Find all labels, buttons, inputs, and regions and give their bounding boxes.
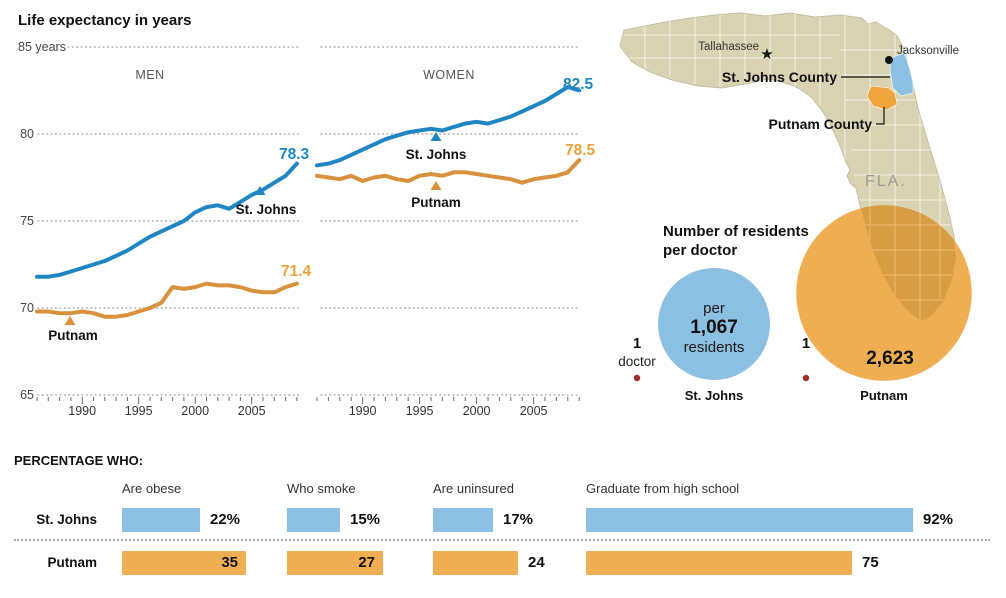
bubble-stjohns-label: St. Johns [685,388,744,403]
st-johns-county-shape [889,52,914,97]
axis-tick-label: 2000 [463,404,491,418]
men-st-johns-label: St. Johns [236,202,297,217]
putnam-marker-icon [64,316,76,325]
axis-tick-label: 1995 [125,404,153,418]
men-st-johns-end-value: 78.3 [279,146,310,163]
doctor-dot-icon [633,374,641,382]
axis-tick-label: 1990 [349,404,377,418]
florida-map: Tallahassee ★ Jacksonville St. Johns Cou… [618,12,972,403]
bar-row-label-st-johns: St. Johns [36,512,97,527]
st-johns-bubble [658,268,770,380]
bubble-putnam-label: Putnam [860,388,908,403]
axis-tick-label: 2005 [520,404,548,418]
dotted-separator [14,539,990,541]
bar-column-header: Are obese [122,481,182,496]
percentage-bars-chart: PERCENTAGE WHO: St. Johns Putnam Are obe… [0,445,1006,598]
st-johns-county-label: St. Johns County [722,69,837,85]
st-johns-residents-value: 1,067 [690,317,738,338]
bar-value-label: 75 [862,554,879,571]
putnam-county-shape [866,85,898,111]
bubble-text-residents: residents [684,339,745,356]
bubble-title-line1: Number of residents [663,223,809,240]
putnam-leader-line [876,107,885,125]
bar-putnam [287,551,383,575]
y-axis-label: 70 [20,301,34,315]
women-st-johns-end-value: 82.5 [563,76,594,93]
bar-putnam [122,551,246,575]
women-putnam-label: Putnam [411,195,461,210]
putnam-marker-icon [430,181,442,190]
women-st-johns-label: St. Johns [406,147,467,162]
jacksonville-label: Jacksonville [897,45,959,57]
line-series-st-johns [35,161,299,279]
line-series-putnam [315,158,582,185]
one-doctor-count-stjohns: 1 [633,335,641,352]
bar-value-label: 27 [358,554,375,571]
bar-value-label: 24 [528,554,545,571]
bar-column-header: Are uninsured [433,481,514,496]
bar-st-johns [287,508,340,532]
y-axis-label: 75 [20,214,34,228]
bubble-title-line2: per doctor [663,242,737,259]
bar-putnam [433,551,518,575]
life-expectancy-line-charts: 1990 1995 2000 2005 MEN 85 years 80 75 70 65 1990… [18,40,596,418]
putnam-residents-value: 2,623 [866,348,914,369]
page-title: Life expectancy in years [18,12,192,29]
bar-st-johns [433,508,493,532]
line-series-putnam [35,281,299,319]
bar-value-label: 17% [503,511,534,528]
axis-tick-label: 1990 [68,404,96,418]
one-doctor-count-putnam: 1 [802,335,810,352]
line-series-st-johns [315,85,582,168]
bars-title: PERCENTAGE WHO: [14,453,144,468]
bar-value-label: 22% [210,511,241,528]
bar-column-header: Who smoke [287,481,356,496]
y-axis-label: 65 [20,388,34,402]
putnam-county-label: Putnam County [769,116,873,132]
bubble-text-per: per [703,300,725,317]
y-axis-label: 80 [20,127,34,141]
panel-label: MEN [135,68,164,82]
bar-st-johns [586,508,913,532]
tallahassee-label: Tallahassee [698,41,759,53]
men-putnam-label: Putnam [48,328,98,343]
st-johns-marker-icon [254,186,266,195]
doctor-word-label: doctor [618,354,656,369]
men-panel: 1990 1995 2000 2005 MEN 85 years 80 75 70 65 [18,40,300,418]
state-abbrev-label: FLA. [865,173,907,190]
bar-value-label: 92% [923,511,954,528]
bar-st-johns [122,508,200,532]
dot-icon [885,56,893,64]
women-putnam-end-value: 78.5 [565,142,596,159]
bar-value-label: 15% [350,511,381,528]
y-axis-label: 85 years [18,40,66,54]
bar-row-label-putnam: Putnam [47,555,97,570]
bar-column-header: Graduate from high school [586,481,740,496]
axis-tick-label: 1995 [406,404,434,418]
men-putnam-end-value: 71.4 [281,263,312,280]
axis-tick-label: 2000 [181,404,209,418]
st-johns-marker-icon [430,132,442,141]
star-icon: ★ [760,46,773,63]
women-panel: 1990 1995 2000 2005 WOMEN [315,46,582,418]
axis-tick-label: 2005 [238,404,266,418]
bar-value-label: 35 [221,554,238,571]
bar-putnam [586,551,852,575]
doctor-dot-icon [802,374,810,382]
panel-label: WOMEN [423,68,475,82]
